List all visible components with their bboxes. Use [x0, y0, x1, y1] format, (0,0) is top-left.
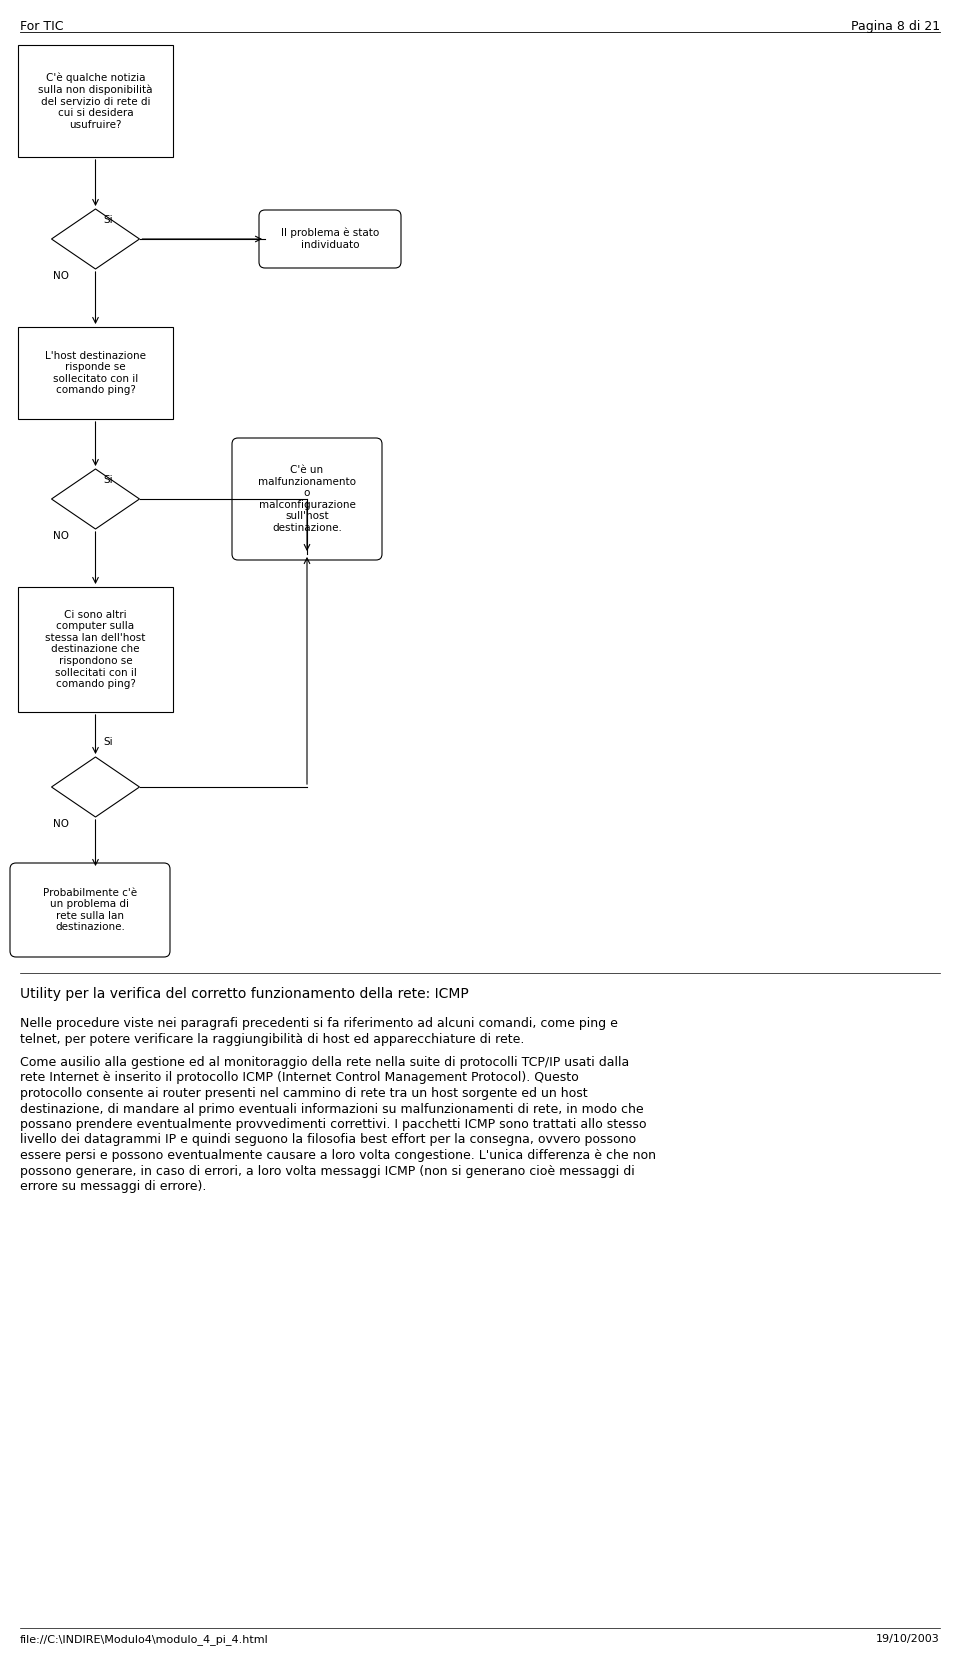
- Text: Utility per la verifica del corretto funzionamento della rete: ICMP: Utility per la verifica del corretto fun…: [20, 988, 468, 1001]
- Text: livello dei datagrammi IP e quindi seguono la filosofia best effort per la conse: livello dei datagrammi IP e quindi seguo…: [20, 1134, 636, 1147]
- Text: 19/10/2003: 19/10/2003: [876, 1633, 940, 1643]
- Text: NO: NO: [54, 271, 69, 281]
- Text: Nelle procedure viste nei paragrafi precedenti si fa riferimento ad alcuni coman: Nelle procedure viste nei paragrafi prec…: [20, 1018, 618, 1029]
- Bar: [18, 45, 173, 158]
- Text: Il problema è stato
individuato: Il problema è stato individuato: [281, 227, 379, 251]
- Text: NO: NO: [54, 531, 69, 541]
- Text: destinazione, di mandare al primo eventuali informazioni su malfunzionamenti di : destinazione, di mandare al primo eventu…: [20, 1102, 643, 1116]
- Text: file://C:\INDIRE\Modulo4\modulo_4_pi_4.html: file://C:\INDIRE\Modulo4\modulo_4_pi_4.h…: [20, 1633, 269, 1645]
- Text: Si: Si: [104, 737, 113, 747]
- Polygon shape: [52, 757, 139, 817]
- FancyBboxPatch shape: [10, 863, 170, 958]
- Bar: [18, 327, 173, 418]
- Text: rete Internet è inserito il protocollo ICMP (Internet Control Management Protoco: rete Internet è inserito il protocollo I…: [20, 1071, 579, 1084]
- Text: telnet, per potere verificare la raggiungibilità di host ed apparecchiature di r: telnet, per potere verificare la raggiun…: [20, 1033, 524, 1046]
- Text: possano prendere eventualmente provvedimenti correttivi. I pacchetti ICMP sono t: possano prendere eventualmente provvedim…: [20, 1117, 646, 1130]
- Text: Come ausilio alla gestione ed al monitoraggio della rete nella suite di protocol: Come ausilio alla gestione ed al monitor…: [20, 1056, 629, 1069]
- Text: Pagina 8 di 21: Pagina 8 di 21: [851, 20, 940, 33]
- Polygon shape: [52, 209, 139, 269]
- Text: Si: Si: [104, 216, 113, 226]
- Text: C'è qualche notizia
sulla non disponibilità
del servizio di rete di
cui si desid: C'è qualche notizia sulla non disponibil…: [38, 73, 153, 129]
- Text: Ci sono altri
computer sulla
stessa lan dell'host
destinazione che
rispondono se: Ci sono altri computer sulla stessa lan …: [45, 609, 146, 689]
- Text: errore su messaggi di errore).: errore su messaggi di errore).: [20, 1180, 206, 1194]
- Bar: [18, 588, 173, 712]
- Text: C'è un
malfunzionamento
o
malconfigurazione
sull'host
destinazione.: C'è un malfunzionamento o malconfigurazi…: [258, 465, 356, 533]
- Text: L'host destinazione
risponde se
sollecitato con il
comando ping?: L'host destinazione risponde se sollecit…: [45, 350, 146, 395]
- Text: NO: NO: [54, 818, 69, 828]
- FancyBboxPatch shape: [259, 211, 401, 267]
- Polygon shape: [52, 470, 139, 530]
- Text: protocollo consente ai router presenti nel cammino di rete tra un host sorgente : protocollo consente ai router presenti n…: [20, 1087, 588, 1101]
- Text: For TIC: For TIC: [20, 20, 63, 33]
- Text: possono generare, in caso di errori, a loro volta messaggi ICMP (non si generano: possono generare, in caso di errori, a l…: [20, 1165, 635, 1177]
- Text: Probabilmente c'è
un problema di
rete sulla lan
destinazione.: Probabilmente c'è un problema di rete su…: [43, 888, 137, 933]
- Text: essere persi e possono eventualmente causare a loro volta congestione. L'unica d: essere persi e possono eventualmente cau…: [20, 1149, 656, 1162]
- Text: Si: Si: [104, 475, 113, 485]
- FancyBboxPatch shape: [232, 438, 382, 559]
